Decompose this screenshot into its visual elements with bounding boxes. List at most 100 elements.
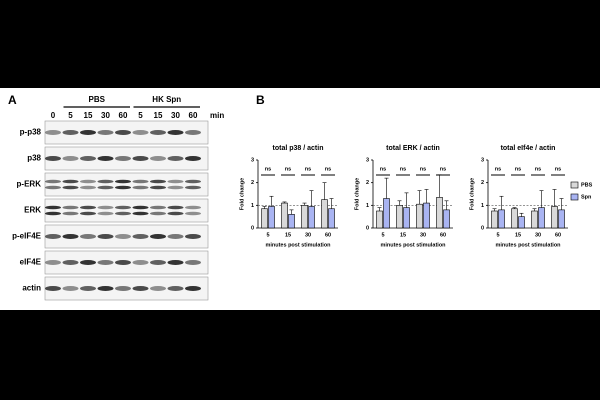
annotation: ns: [325, 166, 331, 172]
blot-band: [167, 286, 184, 291]
bar: [321, 199, 328, 229]
blot-band: [97, 286, 114, 291]
blot-band: [80, 234, 96, 239]
y-tick-label: 0: [481, 225, 484, 231]
y-tick-label: 1: [251, 203, 254, 209]
blot-band: [132, 185, 149, 190]
blot-band: [150, 260, 166, 265]
bar: [403, 207, 410, 229]
y-tick-label: 2: [481, 180, 484, 186]
blot-band: [115, 234, 131, 239]
blot-band: [45, 211, 61, 216]
blot-band: [150, 205, 166, 210]
blot-band: [132, 234, 149, 239]
x-tick-label: 5: [381, 232, 384, 238]
blot-band: [45, 205, 61, 210]
bar: [491, 210, 498, 229]
blot-band: [80, 185, 96, 190]
bar: [261, 208, 268, 229]
y-tick-label: 2: [366, 180, 369, 186]
x-tick-label: 30: [535, 232, 541, 238]
blot-band: [62, 130, 79, 135]
legend-swatch: [570, 181, 579, 189]
annotation: ns: [440, 166, 446, 172]
blot-band: [80, 205, 96, 210]
bar: [551, 206, 558, 229]
bar: [328, 208, 335, 229]
lane-label: 30: [101, 111, 110, 120]
blot-band: [62, 286, 79, 291]
blot-band: [97, 179, 114, 184]
bar: [383, 198, 390, 229]
bar: [396, 205, 403, 229]
blot-band: [132, 130, 149, 135]
blot-band: [167, 130, 184, 135]
row-label: p-ERK: [17, 180, 42, 189]
panel-label: B: [256, 93, 265, 107]
bar: [416, 203, 423, 229]
x-tick-label: 60: [325, 232, 331, 238]
annotation: ns: [380, 166, 386, 172]
y-tick-label: 3: [366, 157, 369, 163]
blot-band: [97, 234, 114, 239]
blot-band: [185, 260, 201, 265]
blot-band: [45, 234, 61, 239]
blot-band: [185, 205, 201, 210]
annotation: ns: [555, 166, 561, 172]
x-tick-label: 30: [305, 232, 311, 238]
blot-band: [80, 211, 96, 216]
lane-label: 5: [68, 111, 73, 120]
blot-band: [185, 156, 201, 161]
y-tick-label: 3: [251, 157, 254, 163]
y-tick-label: 2: [251, 180, 254, 186]
lane-label: 60: [189, 111, 198, 120]
x-tick-label: 60: [555, 232, 561, 238]
blot-band: [150, 234, 166, 239]
blot-band: [62, 211, 79, 216]
row-label: eIF4E: [20, 258, 42, 267]
group-label: PBS: [89, 95, 106, 104]
x-tick-label: 15: [400, 232, 406, 238]
blot-band: [132, 179, 149, 184]
blot-band: [45, 179, 61, 184]
blot-frame: [44, 172, 209, 197]
blot-band: [150, 130, 166, 135]
x-axis-label: minutes post stimulation: [380, 242, 446, 248]
y-tick-label: 0: [251, 225, 254, 231]
blot-band: [115, 185, 131, 190]
bar: [423, 202, 430, 229]
bar: [531, 210, 538, 229]
blot-band: [62, 260, 79, 265]
blot-band: [115, 156, 131, 161]
blot-band: [150, 179, 166, 184]
lane-label: 5: [138, 111, 143, 120]
blot-band: [132, 205, 149, 210]
blot-band: [150, 156, 166, 161]
lane-label: 15: [84, 111, 93, 120]
y-tick-label: 1: [366, 203, 369, 209]
annotation: ns: [265, 166, 271, 172]
annotation: ns: [495, 166, 501, 172]
blot-band: [97, 211, 114, 216]
annotation: ns: [515, 166, 521, 172]
blot-band: [150, 211, 166, 216]
blot-band: [45, 185, 61, 190]
y-axis-label: Fold change: [469, 178, 475, 210]
blot-band: [97, 260, 114, 265]
blot-band: [80, 156, 96, 161]
chart-title: total ERK / actin: [386, 145, 440, 152]
lane-label: 60: [119, 111, 128, 120]
bar: [558, 209, 565, 229]
blot-band: [45, 260, 61, 265]
bar: [436, 197, 443, 229]
blot-band: [132, 260, 149, 265]
chart-title: total p38 / actin: [273, 145, 324, 152]
y-axis-label: Fold change: [239, 178, 245, 210]
blot-band: [132, 286, 149, 291]
bar: [308, 206, 315, 229]
blot-band: [185, 286, 201, 291]
blot-band: [115, 260, 131, 265]
row-label: p-p38: [20, 128, 42, 137]
x-tick-label: 30: [420, 232, 426, 238]
annotation: ns: [420, 166, 426, 172]
